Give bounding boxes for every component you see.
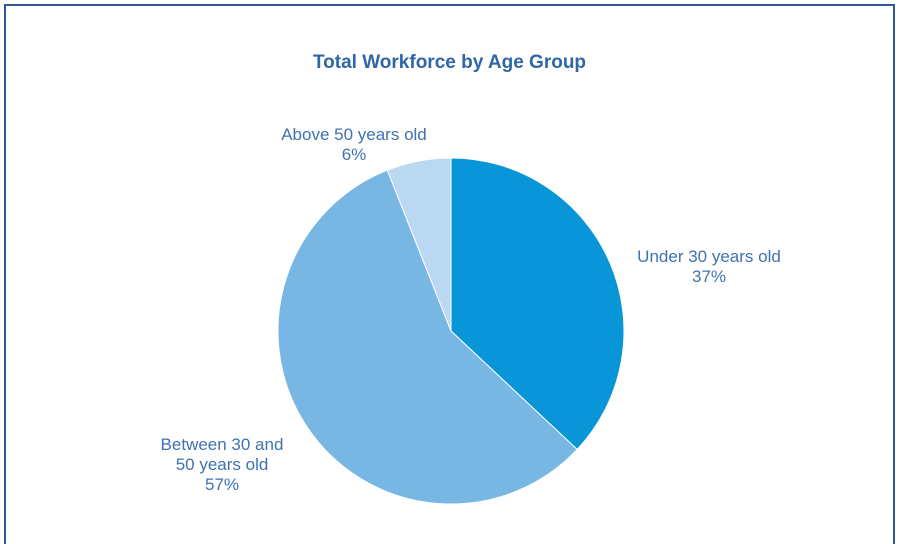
slice-name-line: Under 30 years old <box>637 247 781 266</box>
slice-value-label: 57% <box>205 475 239 494</box>
slice-label-2: Above 50 years old 6% <box>281 125 427 164</box>
slice-value-label: 37% <box>692 267 726 286</box>
slice-name-line: Between 30 and <box>161 435 284 454</box>
slice-name-line: 50 years old <box>176 455 269 474</box>
chart-frame <box>4 4 895 544</box>
slice-label-0: Under 30 years old 37% <box>637 247 781 286</box>
slice-name-line: Above 50 years old <box>281 125 427 144</box>
chart-title: Total Workforce by Age Group <box>312 52 587 73</box>
pie-slice-1 <box>277 169 578 505</box>
slice-value-label: 6% <box>342 145 367 164</box>
pie-slice-0 <box>450 157 625 451</box>
pie-slice-2 <box>386 157 452 332</box>
slice-label-1: Between 30 and 50 years old 57% <box>161 435 284 494</box>
